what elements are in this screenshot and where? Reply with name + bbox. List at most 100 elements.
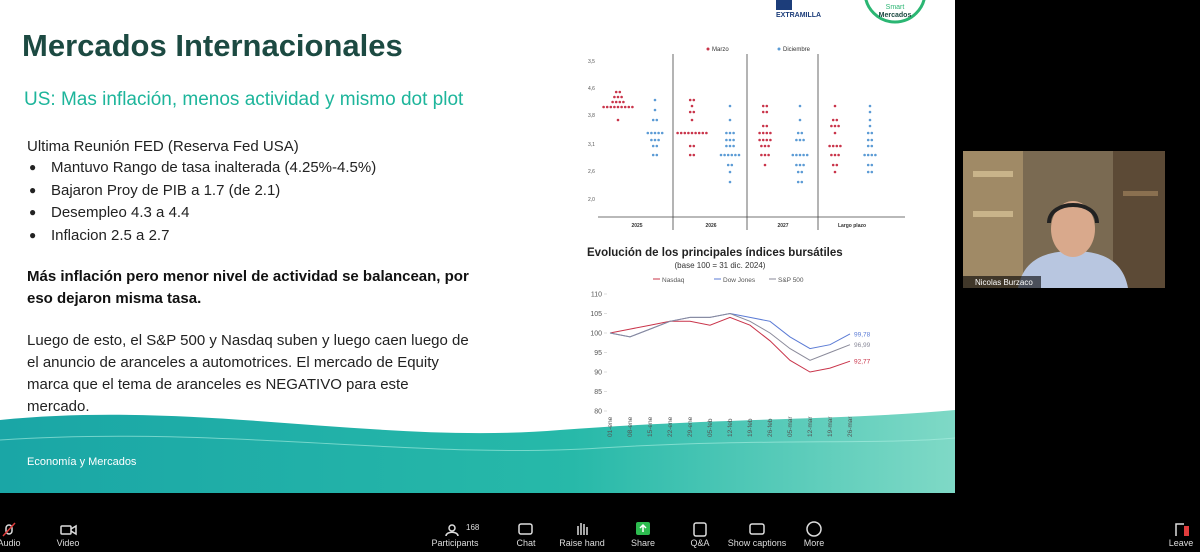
participants-icon: [445, 531, 459, 537]
dot: [769, 138, 772, 142]
dot: [653, 98, 657, 102]
dot: [602, 105, 605, 109]
dot: [611, 100, 614, 104]
dot: [839, 144, 842, 148]
dot: [796, 170, 800, 174]
intro: Ultima Reunión FED (Reserva Fed USA): [27, 138, 299, 155]
dot: [609, 105, 613, 109]
dot: [758, 138, 761, 142]
y-tick-label: 85: [594, 389, 602, 396]
video-tile[interactable]: Nicolas Burzaco: [963, 151, 1165, 288]
dot: [728, 144, 732, 148]
participants-icon: [448, 524, 456, 532]
dot: [688, 98, 692, 102]
dot: [765, 138, 769, 142]
dot: [870, 131, 874, 135]
toolbar-button[interactable]: More: [803, 538, 825, 548]
dot: [631, 105, 634, 109]
toolbar-button[interactable]: Chat: [516, 538, 536, 548]
dot: [831, 144, 835, 148]
dot: [690, 131, 694, 135]
x-tick-label: 01-ene: [607, 416, 614, 437]
footer-wave: [0, 410, 955, 493]
y-tick-label: 80: [594, 409, 602, 416]
dot: [870, 170, 874, 174]
dot: [651, 144, 655, 148]
dot: [805, 153, 809, 157]
dot: [796, 180, 800, 184]
dot: [796, 131, 800, 135]
dot: [761, 104, 765, 108]
dot: [676, 131, 679, 135]
dot: [830, 124, 833, 128]
dot: [866, 138, 870, 142]
dot: [868, 104, 872, 108]
dot-plot-category: 2025: [631, 223, 642, 229]
dot: [868, 118, 872, 122]
dot: [650, 138, 653, 142]
dot: [688, 110, 692, 114]
dot: [690, 104, 694, 108]
x-tick-label: 12-feb: [727, 418, 734, 437]
legend-dot: [777, 47, 781, 51]
dot-plot-y-label: 2,6: [588, 169, 595, 175]
chart-title: Evolución de los principales índices bur…: [587, 247, 843, 259]
dot: [760, 144, 763, 148]
dot: [802, 163, 805, 167]
toolbar-button[interactable]: Participants: [431, 538, 479, 548]
toolbar-button[interactable]: Raise hand: [559, 538, 605, 548]
dot: [679, 131, 683, 135]
dot: [767, 153, 770, 157]
x-tick-label: 19-feb: [747, 418, 754, 437]
dot-plot-category: 2027: [777, 223, 788, 229]
dot: [730, 153, 734, 157]
x-tick-label: 26-feb: [767, 418, 774, 437]
dot: [623, 105, 627, 109]
dot: [725, 144, 728, 148]
dot: [798, 138, 802, 142]
dot: [660, 131, 664, 135]
x-tick-label: 05-mar: [787, 416, 794, 437]
dot: [728, 118, 732, 122]
legend-label: Dow Jones: [723, 277, 756, 284]
captions-icon: [749, 523, 765, 535]
x-tick-label: 29-ene: [687, 416, 694, 437]
toolbar-button[interactable]: Leave: [1168, 538, 1194, 548]
dot: [723, 153, 726, 157]
dot: [874, 153, 877, 157]
dot: [620, 105, 623, 109]
video-icon: [60, 525, 72, 535]
toolbar-button[interactable]: Video: [56, 538, 80, 548]
dot: [618, 100, 622, 104]
dot: [613, 95, 616, 99]
name-label-bg: [963, 276, 1041, 288]
dot-plot-y-label: 3,8: [588, 113, 595, 119]
dot: [730, 163, 734, 167]
dot: [870, 163, 874, 167]
legend-label: Nasdaq: [662, 277, 685, 284]
bullet: Inflacion 2.5 a 2.7: [27, 227, 487, 250]
dot: [769, 131, 772, 135]
toolbar-button[interactable]: Audio: [0, 538, 21, 548]
end-value-label: 96,99: [854, 342, 871, 349]
dot: [657, 131, 660, 135]
bookshelf: [1113, 151, 1165, 288]
toolbar-button[interactable]: Show captions: [727, 538, 787, 548]
shelf: [973, 171, 1013, 177]
dot: [728, 170, 732, 174]
bullet: Mantuvo Rango de tasa inalterada (4.25%-…: [27, 159, 487, 182]
dot: [763, 153, 767, 157]
dot: [614, 100, 618, 104]
dot: [795, 153, 798, 157]
shelf: [1123, 191, 1158, 196]
dot: [763, 144, 767, 148]
dot-plot-y-label: 3,1: [588, 142, 595, 148]
dot-plot-legend: Marzo: [712, 47, 729, 53]
dot: [833, 131, 837, 135]
dot: [646, 131, 650, 135]
dot: [798, 153, 802, 157]
toolbar-button[interactable]: Q&A: [690, 538, 710, 548]
bullet-list: Mantuvo Rango de tasa inalterada (4.25%-…: [27, 159, 487, 249]
toolbar-button[interactable]: Share: [630, 538, 656, 548]
